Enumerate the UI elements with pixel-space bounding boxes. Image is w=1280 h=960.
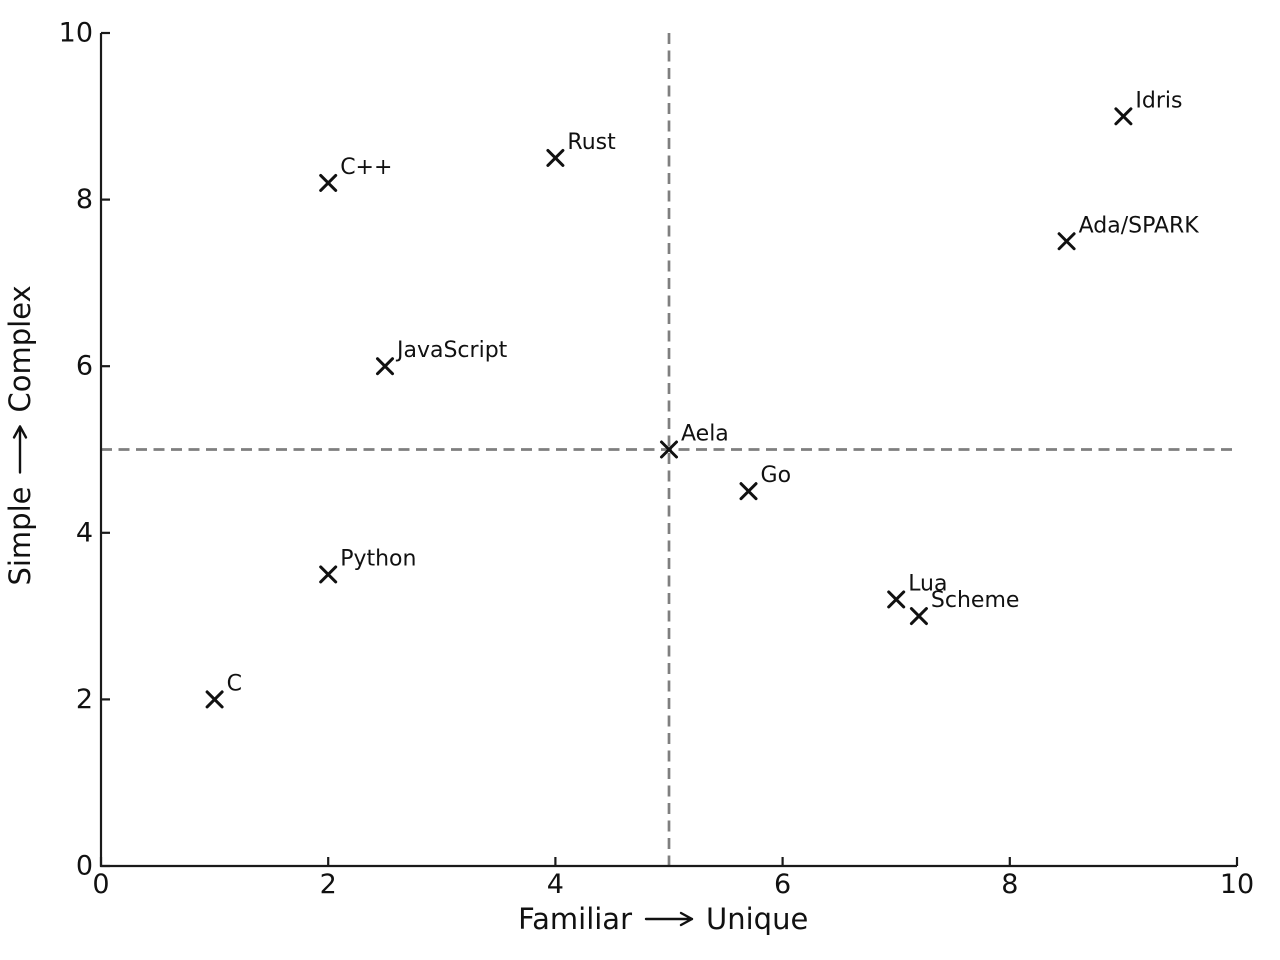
x-axis-label-arrow-icon (644, 911, 694, 927)
data-point-marker-aela (660, 440, 678, 459)
data-point-label-c-: C++ (340, 155, 392, 180)
x-axis-tick-label: 4 (547, 869, 564, 900)
x-axis-label-to: Unique (706, 902, 808, 936)
data-point-marker-python (319, 565, 338, 584)
y-axis-tick-label: 6 (76, 351, 93, 382)
data-point-label-scheme: Scheme (931, 588, 1020, 613)
data-point-label-aela: Aela (681, 422, 729, 447)
x-axis-tick-label: 2 (320, 869, 337, 900)
data-point-marker-javascript (376, 357, 394, 376)
y-axis-tick-label: 2 (76, 684, 93, 715)
data-point-marker-idris (1114, 107, 1133, 126)
data-point-marker-c (205, 690, 224, 709)
y-axis-label-from: Simple (3, 487, 37, 586)
y-axis-label-arrow-icon (12, 425, 28, 474)
data-point-marker-c- (319, 173, 338, 192)
data-point-label-rust: Rust (567, 130, 616, 155)
data-point-label-javascript: JavaScript (395, 338, 508, 363)
x-axis-tick-label: 8 (1001, 869, 1018, 900)
data-point-label-c: C (227, 671, 242, 696)
x-axis-tick-label: 0 (92, 869, 109, 900)
y-axis-tick-label: 4 (76, 517, 93, 548)
data-point-marker-lua (887, 590, 906, 609)
y-axis-label-to: Complex (3, 285, 37, 412)
y-axis-label-group: Simple Complex (3, 285, 37, 585)
data-point-label-go: Go (761, 463, 792, 488)
data-point-marker-ada-spark (1057, 232, 1076, 251)
x-axis-tick-label: 6 (774, 869, 791, 900)
y-axis-tick-label: 10 (59, 18, 93, 49)
data-point-marker-scheme (909, 607, 928, 626)
data-point-label-idris: Idris (1135, 88, 1182, 113)
data-point-label-ada-spark: Ada/SPARK (1079, 213, 1200, 238)
data-point-label-lua: Lua (908, 571, 947, 596)
x-axis-label-group: Familiar Unique (518, 902, 808, 936)
y-axis-tick-label: 0 (76, 851, 93, 882)
data-point-marker-rust (546, 148, 565, 167)
data-point-marker-go (739, 482, 758, 501)
x-axis-tick-label: 10 (1220, 869, 1254, 900)
y-axis-tick-label: 8 (76, 184, 93, 215)
x-axis-label-from: Familiar (518, 902, 632, 936)
data-point-label-python: Python (340, 546, 416, 571)
